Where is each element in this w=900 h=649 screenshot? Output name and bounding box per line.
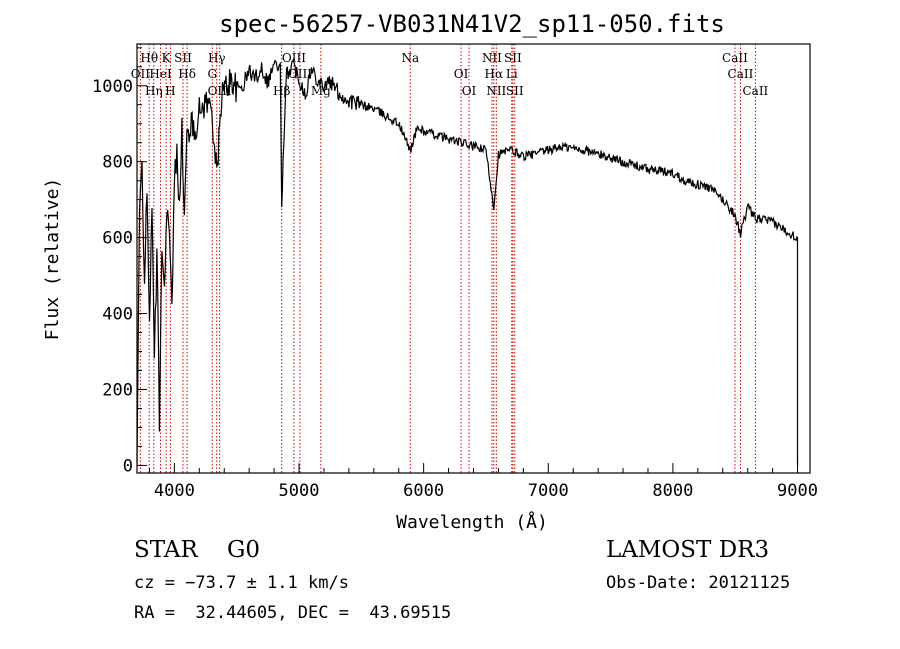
y-tick-label-3: 600 <box>102 229 133 249</box>
line-labels: HθOIIHηKHeIHSIIHδOIIIHγGHβOIIIOIIIMgNaOI… <box>131 51 769 98</box>
line-label-16: OI <box>454 67 469 81</box>
x-axis-label: Wavelength (Å) <box>396 511 548 533</box>
x-tick-label-1: 5000 <box>279 481 320 501</box>
y-tick-label-2: 400 <box>102 305 133 325</box>
line-label-14: Mg <box>311 84 331 98</box>
observation-date: Obs-Date: 20121125 <box>606 573 791 593</box>
line-label-17: OI <box>462 84 477 98</box>
y-tick-label-1: 200 <box>102 380 133 400</box>
spectrum-line <box>136 56 799 466</box>
emission-line-markers <box>139 44 756 473</box>
y-axis-ticks: 0 200 400 600 800 1000 <box>92 47 147 476</box>
line-label-6: SII <box>174 51 192 65</box>
x-tick-label-5: 9000 <box>777 481 818 501</box>
line-label-10: G <box>207 67 217 81</box>
line-label-13: OIII <box>288 67 312 81</box>
line-label-18: NII <box>482 51 502 65</box>
line-label-15: Na <box>401 51 419 65</box>
coordinates-info: RA = 32.44605, DEC = 43.69515 <box>134 603 452 623</box>
line-label-24: CaII <box>722 51 748 65</box>
plot-frame <box>136 43 811 474</box>
line-label-5: H <box>165 84 175 98</box>
line-label-0: Hθ <box>140 51 158 65</box>
line-label-19: Hα <box>485 67 504 81</box>
line-label-4: HeI <box>149 67 172 81</box>
chart-title: spec-56257-VB031N41V2_sp11-050.fits <box>219 10 725 38</box>
redshift-info: cz = −73.7 ± 1.1 km/s <box>134 573 349 593</box>
line-label-20: NII <box>486 84 506 98</box>
x-tick-label-4: 8000 <box>652 481 693 501</box>
line-label-9: Hγ <box>208 51 226 65</box>
line-label-8: OIII <box>208 84 232 98</box>
y-tick-label-4: 800 <box>102 153 133 173</box>
x-tick-label-3: 7000 <box>528 481 569 501</box>
line-label-23: SII <box>506 84 524 98</box>
line-label-25: CaII <box>728 67 754 81</box>
line-label-1: OII <box>131 67 151 81</box>
line-label-22: Li <box>506 67 518 81</box>
x-tick-label-2: 6000 <box>403 481 444 501</box>
y-axis-label: Flux (relative) <box>42 178 63 341</box>
line-label-3: K <box>162 51 172 65</box>
object-class: STAR G0 <box>134 537 261 563</box>
y-tick-label-5: 1000 <box>92 77 133 97</box>
line-label-26: CaII <box>742 84 768 98</box>
y-tick-label-0: 0 <box>123 456 133 476</box>
line-label-7: Hδ <box>178 67 196 81</box>
line-label-11: Hβ <box>273 84 290 98</box>
line-label-21: SII <box>504 51 522 65</box>
survey-name: LAMOST DR3 <box>606 537 770 563</box>
x-axis-ticks: 4000 5000 6000 7000 8000 9000 <box>148 463 818 501</box>
x-tick-label-0: 4000 <box>154 481 195 501</box>
line-label-2: Hη <box>145 84 163 98</box>
